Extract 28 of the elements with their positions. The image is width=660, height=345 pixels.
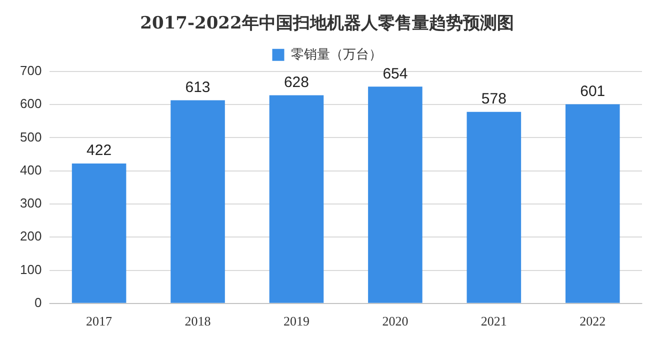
bar [466, 112, 522, 303]
bar [565, 104, 620, 303]
y-tick-label: 500 [20, 129, 42, 144]
chart-title: 2017-2022年中国扫地机器人零售量趋势预测图 [140, 14, 514, 34]
data-label: 628 [284, 74, 309, 91]
y-tick-label: 0 [34, 294, 42, 310]
x-tick-label: 2022 [580, 314, 606, 329]
data-label: 422 [86, 142, 112, 160]
y-tick-label: 100 [20, 262, 42, 277]
data-label: 654 [382, 65, 408, 82]
bar [269, 95, 324, 303]
x-tick-label: 2021 [480, 314, 507, 329]
x-tick-label: 2019 [283, 314, 310, 329]
bar [368, 86, 422, 303]
data-label: 613 [185, 78, 210, 96]
bar [170, 100, 225, 303]
y-tick-label: 300 [20, 196, 42, 211]
x-tick-label: 2017 [86, 314, 113, 329]
x-tick-label: 2020 [382, 314, 408, 329]
bar [72, 164, 126, 303]
y-tick-label: 600 [20, 96, 42, 112]
y-tick-label: 400 [20, 162, 42, 178]
legend-label: 零销量（万台） [290, 47, 382, 62]
x-tick-label: 2018 [184, 314, 211, 329]
data-label: 578 [481, 90, 506, 108]
y-tick-label: 700 [20, 62, 42, 78]
data-label: 601 [580, 82, 606, 100]
y-tick-label: 200 [20, 228, 42, 244]
